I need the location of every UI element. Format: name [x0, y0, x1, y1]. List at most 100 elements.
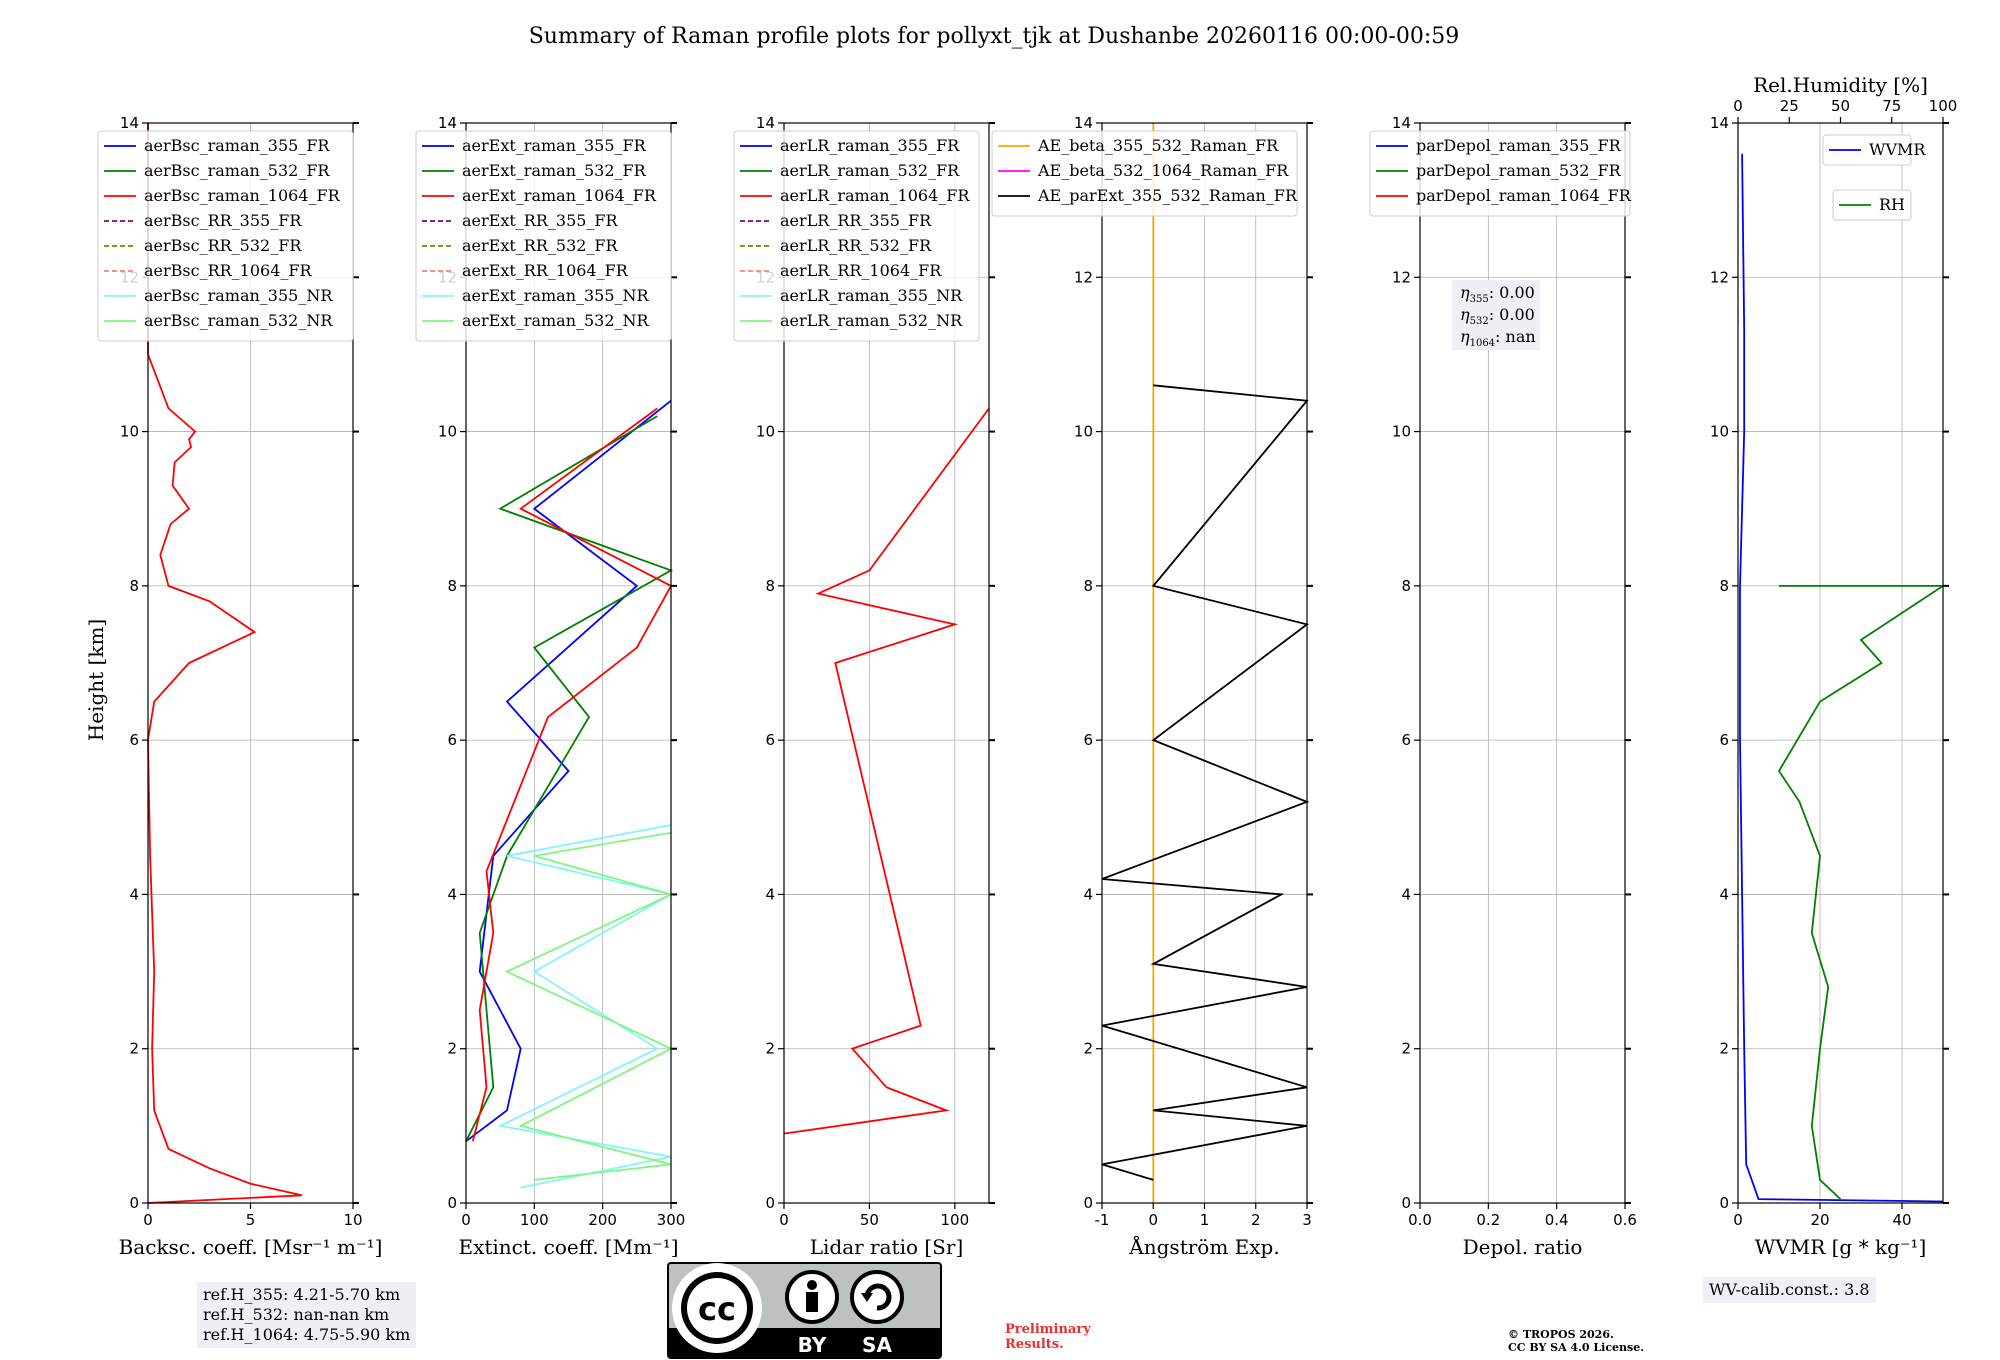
x-tick-label: 0: [779, 1211, 789, 1229]
y-tick-label: 10: [438, 423, 457, 441]
legend-label-aerExt_raman_1064_FR: aerExt_raman_1064_FR: [462, 186, 657, 205]
legend-label-AE_beta_532_1064_Raman_FR: AE_beta_532_1064_Raman_FR: [1037, 161, 1289, 180]
preliminary-note: Preliminary Results.: [1005, 1322, 1091, 1352]
plot-frame: [783, 122, 990, 1204]
y-tick-label: 0: [447, 1194, 457, 1212]
panel-lr: 02468101214050100Lidar ratio [Sr]aerLR_r…: [733, 114, 995, 1259]
legend-label-aerBsc_raman_355_FR: aerBsc_raman_355_FR: [144, 136, 330, 155]
x-tick-label: -1: [1095, 1211, 1110, 1229]
cc-sa-label: SA: [862, 1333, 892, 1357]
x2-tick-label: 75: [1882, 97, 1901, 115]
legend-box: [733, 130, 980, 342]
series-RH: [1777, 585, 1947, 1200]
x-tick-label: 3: [1302, 1211, 1312, 1229]
y-tick-label: 12: [1074, 268, 1093, 286]
legend-label-aerExt_raman_532_NR: aerExt_raman_532_NR: [462, 311, 650, 330]
eta-355-label: η355: 0.00: [1460, 283, 1535, 305]
x-axis-label: WVMR [g * kg⁻¹]: [1755, 1235, 1927, 1259]
copyright-line-2: CC BY SA 4.0 License.: [1508, 1341, 1645, 1354]
y-tick-label: 10: [120, 423, 139, 441]
y-tick-label: 12: [1710, 268, 1729, 286]
series-aerLR_raman_1064_FR: [783, 407, 990, 1135]
eta-355-value: 0.00: [1499, 283, 1535, 302]
x-tick-label: 0.6: [1613, 1211, 1637, 1229]
y-tick-label: 14: [1710, 114, 1729, 132]
x-tick-label: 20: [1810, 1211, 1829, 1229]
series-WVMR: [1739, 153, 1944, 1203]
legend-box: [991, 130, 1298, 217]
y-tick-label: 2: [1401, 1040, 1411, 1058]
y-tick-label: 14: [1392, 114, 1411, 132]
x-tick-label: 40: [1892, 1211, 1911, 1229]
ref-height-355: ref.H_355: 4.21-5.70 km: [203, 1285, 401, 1304]
legend-label-parDepol_raman_532_FR: parDepol_raman_532_FR: [1416, 161, 1622, 180]
legend-label-WVMR: WVMR: [1869, 140, 1926, 159]
preliminary-line-2: Results.: [1005, 1337, 1064, 1352]
y-tick-label: 2: [447, 1040, 457, 1058]
legend-label-aerLR_raman_532_FR: aerLR_raman_532_FR: [780, 161, 960, 180]
legend-label-aerExt_RR_532_FR: aerExt_RR_532_FR: [462, 236, 619, 255]
copyright-line-1: © TROPOS 2026.: [1508, 1328, 1614, 1341]
x-axis-label: Backsc. coeff. [Msr⁻¹ m⁻¹]: [119, 1235, 383, 1259]
x-tick-label: 1: [1200, 1211, 1210, 1229]
series-AE_parExt_355_532_Raman_FR: [1101, 384, 1310, 1181]
y-tick-label: 6: [765, 731, 775, 749]
y-tick-label: 0: [1083, 1194, 1093, 1212]
legend-label-aerBsc_RR_1064_FR: aerBsc_RR_1064_FR: [144, 261, 313, 280]
legend-label-aerBsc_raman_532_FR: aerBsc_raman_532_FR: [144, 161, 330, 180]
y-tick-label: 2: [129, 1040, 139, 1058]
legend-label-aerBsc_raman_355_NR: aerBsc_raman_355_NR: [144, 286, 333, 305]
x-tick-label: 0.4: [1545, 1211, 1569, 1229]
x-tick-label: 100: [941, 1211, 970, 1229]
y-tick-label: 0: [1401, 1194, 1411, 1212]
y-tick-label: 0: [1719, 1194, 1729, 1212]
series-aerExt_raman_355_FR: [465, 399, 672, 1143]
ref-height-532: ref.H_532: nan-nan km: [203, 1305, 390, 1324]
legend-label-aerLR_raman_532_NR: aerLR_raman_532_NR: [780, 311, 963, 330]
legend-label-aerLR_raman_1064_FR: aerLR_raman_1064_FR: [780, 186, 970, 205]
legend-label-aerExt_raman_355_NR: aerExt_raman_355_NR: [462, 286, 650, 305]
legend-label-aerExt_RR_1064_FR: aerExt_RR_1064_FR: [462, 261, 629, 280]
y-tick-label: 4: [1401, 885, 1411, 903]
legend-label-AE_parExt_355_532_Raman_FR: AE_parExt_355_532_Raman_FR: [1037, 186, 1298, 205]
x-tick-label: 100: [520, 1211, 549, 1229]
x2-tick-label: 25: [1780, 97, 1799, 115]
y-tick-label: 4: [1719, 885, 1729, 903]
y-tick-label: 6: [129, 731, 139, 749]
series-aerExt_raman_1064_FR: [471, 407, 673, 1142]
figure-title: Summary of Raman profile plots for polly…: [529, 24, 1460, 49]
legend-box: [415, 130, 672, 342]
y-axis-label: Height [km]: [84, 619, 108, 741]
eta-1064-value: nan: [1506, 327, 1536, 346]
legend-label-aerLR_raman_355_NR: aerLR_raman_355_NR: [780, 286, 963, 305]
legend-label-parDepol_raman_1064_FR: parDepol_raman_1064_FR: [1416, 186, 1632, 205]
legend-label-aerExt_raman_532_FR: aerExt_raman_532_FR: [462, 161, 647, 180]
x-tick-label: 200: [588, 1211, 617, 1229]
y-tick-label: 8: [129, 577, 139, 595]
series-aerBsc_raman_1064_FR: [147, 123, 302, 1204]
wv-calibration-box: WV-calib.const.: 3.8: [1703, 1277, 1876, 1303]
legend-box: [1369, 130, 1631, 217]
x-tick-label: 0: [143, 1211, 153, 1229]
y-tick-label: 6: [1083, 731, 1093, 749]
x-tick-label: 0.0: [1408, 1211, 1432, 1229]
y-tick-label: 10: [1392, 423, 1411, 441]
plot-frame: [1737, 122, 1944, 1204]
x-tick-label: 50: [860, 1211, 879, 1229]
x-tick-label: 0.2: [1476, 1211, 1500, 1229]
y-tick-label: 2: [765, 1040, 775, 1058]
series-aerExt_raman_355_NR: [497, 824, 674, 1189]
x-tick-label: 5: [246, 1211, 256, 1229]
reference-height-box: ref.H_355: 4.21-5.70 km ref.H_532: nan-n…: [197, 1282, 417, 1348]
y-tick-label: 8: [765, 577, 775, 595]
legend-label-aerBsc_RR_355_FR: aerBsc_RR_355_FR: [144, 211, 302, 230]
plot-frame: [465, 122, 672, 1204]
eta-532-label: η532: 0.00: [1460, 305, 1535, 327]
legend-label-aerBsc_raman_532_NR: aerBsc_raman_532_NR: [144, 311, 333, 330]
y-tick-label: 6: [1401, 731, 1411, 749]
y-tick-label: 6: [1719, 731, 1729, 749]
eta-1064-label: η1064: nan: [1460, 327, 1536, 349]
